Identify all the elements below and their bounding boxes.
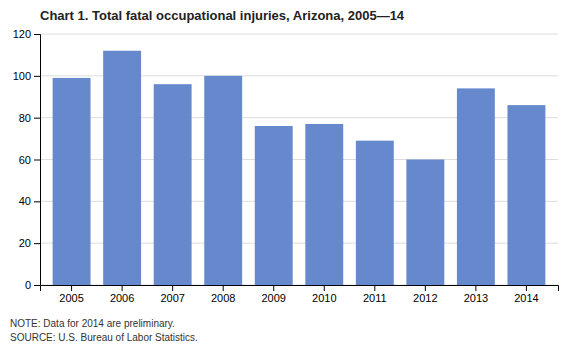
y-tick: 0 bbox=[25, 279, 40, 291]
y-tick-mark bbox=[34, 34, 40, 35]
y-axis-line bbox=[34, 35, 41, 286]
y-tick-label: 40 bbox=[19, 195, 31, 207]
x-tick: 2009 bbox=[261, 285, 285, 304]
x-tick-label: 2009 bbox=[261, 292, 285, 304]
y-tick-mark bbox=[34, 243, 40, 244]
x-tick-mark bbox=[273, 285, 274, 291]
x-tick: 2011 bbox=[363, 285, 387, 304]
note: NOTE: Data for 2014 are preliminary. bbox=[10, 318, 175, 329]
y-tick-mark bbox=[34, 76, 40, 77]
x-tick: 2006 bbox=[110, 285, 134, 304]
x-tick-mark bbox=[122, 285, 123, 291]
x-tick-mark bbox=[223, 285, 224, 291]
bar bbox=[305, 124, 343, 285]
x-tick-label: 2014 bbox=[514, 292, 538, 304]
x-tick-label: 2010 bbox=[312, 292, 336, 304]
x-tick-label: 2012 bbox=[413, 292, 437, 304]
x-tick-label: 2006 bbox=[110, 292, 134, 304]
x-tick-label: 2011 bbox=[363, 292, 387, 304]
grid-line bbox=[40, 34, 558, 35]
x-axis-line bbox=[41, 286, 559, 292]
note: SOURCE: U.S. Bureau of Labor Statistics. bbox=[10, 332, 198, 343]
bar bbox=[255, 126, 293, 285]
x-tick: 2010 bbox=[312, 285, 336, 304]
x-tick: 2007 bbox=[160, 285, 184, 304]
y-axis: 0 20 40 60 80 100 120 bbox=[13, 28, 41, 291]
y-tick: 40 bbox=[19, 195, 40, 207]
y-tick: 20 bbox=[19, 237, 40, 249]
x-tick-mark bbox=[172, 285, 173, 291]
y-tick-mark bbox=[34, 118, 40, 119]
grid bbox=[40, 34, 558, 285]
y-tick: 120 bbox=[13, 28, 40, 40]
x-tick-mark bbox=[324, 285, 325, 291]
plot: 2005 2006 2007 2008 2009 2010 2011 2012 2013 2014… bbox=[13, 28, 559, 304]
y-tick-label: 0 bbox=[25, 279, 31, 291]
bar bbox=[53, 78, 91, 285]
x-tick-label: 2007 bbox=[160, 292, 184, 304]
x-tick-label: 2013 bbox=[464, 292, 488, 304]
title: Chart 1. Total fatal occupational injuri… bbox=[40, 8, 405, 23]
y-tick-mark bbox=[34, 160, 40, 161]
chart: 2005 2006 2007 2008 2009 2010 2011 2012 2013 2014… bbox=[0, 0, 574, 353]
y-tick-label: 80 bbox=[19, 112, 31, 124]
x-tick: 2012 bbox=[413, 285, 437, 304]
y-tick-label: 100 bbox=[13, 70, 31, 82]
x-tick: 2014 bbox=[514, 285, 538, 304]
bar bbox=[507, 105, 545, 285]
y-tick: 100 bbox=[13, 70, 40, 82]
x-tick: 2013 bbox=[464, 285, 488, 304]
x-tick-mark bbox=[425, 285, 426, 291]
bar bbox=[204, 76, 242, 285]
x-tick: 2005 bbox=[59, 285, 83, 304]
y-tick-label: 120 bbox=[13, 28, 31, 40]
y-tick: 80 bbox=[19, 112, 40, 124]
bar bbox=[356, 141, 394, 285]
y-tick-label: 60 bbox=[19, 154, 31, 166]
bar bbox=[103, 51, 141, 285]
x-tick-mark bbox=[71, 285, 72, 291]
y-tick-label: 20 bbox=[19, 237, 31, 249]
x-tick-mark bbox=[374, 285, 375, 291]
bars bbox=[53, 51, 546, 285]
x-tick-label: 2005 bbox=[59, 292, 83, 304]
x-tick: 2008 bbox=[211, 285, 235, 304]
bar bbox=[406, 160, 444, 286]
y-tick-mark bbox=[34, 201, 40, 202]
bar bbox=[457, 88, 495, 285]
bar bbox=[154, 84, 192, 285]
x-tick-label: 2008 bbox=[211, 292, 235, 304]
y-tick: 60 bbox=[19, 154, 40, 166]
x-tick-mark bbox=[526, 285, 527, 291]
x-axis: 2005 2006 2007 2008 2009 2010 2011 2012 2013 2014 bbox=[41, 285, 559, 304]
x-tick-mark bbox=[475, 285, 476, 291]
y-tick-mark bbox=[34, 285, 40, 286]
